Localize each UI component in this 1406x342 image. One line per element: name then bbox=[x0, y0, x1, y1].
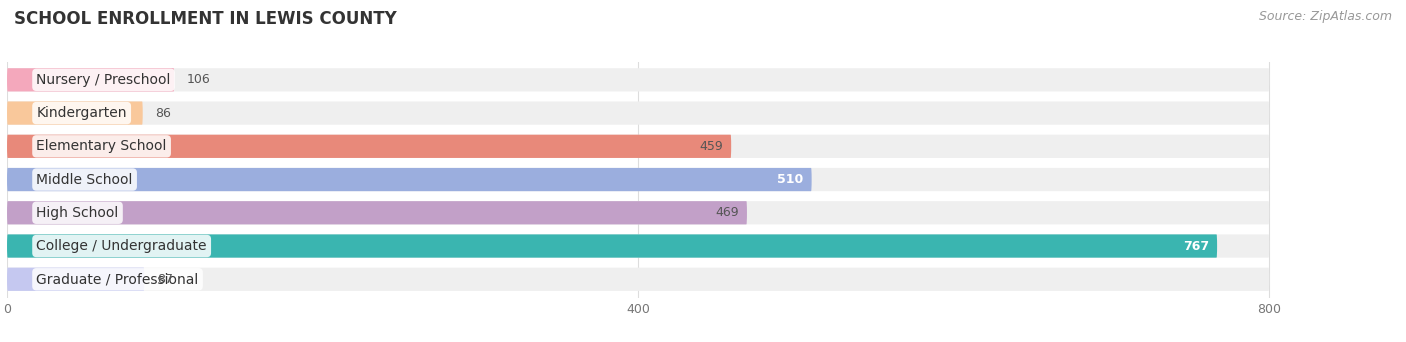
FancyBboxPatch shape bbox=[7, 268, 145, 291]
FancyBboxPatch shape bbox=[7, 201, 1270, 224]
Text: 87: 87 bbox=[157, 273, 173, 286]
Text: Nursery / Preschool: Nursery / Preschool bbox=[37, 73, 170, 87]
Text: Middle School: Middle School bbox=[37, 173, 132, 186]
FancyBboxPatch shape bbox=[7, 168, 1270, 191]
Text: 767: 767 bbox=[1182, 239, 1209, 252]
Text: Source: ZipAtlas.com: Source: ZipAtlas.com bbox=[1258, 10, 1392, 23]
FancyBboxPatch shape bbox=[7, 68, 174, 91]
Text: Kindergarten: Kindergarten bbox=[37, 106, 127, 120]
FancyBboxPatch shape bbox=[7, 168, 811, 191]
FancyBboxPatch shape bbox=[7, 234, 1270, 258]
FancyBboxPatch shape bbox=[7, 102, 1270, 125]
Text: Elementary School: Elementary School bbox=[37, 139, 167, 153]
FancyBboxPatch shape bbox=[7, 268, 1270, 291]
Text: 469: 469 bbox=[716, 206, 740, 219]
FancyBboxPatch shape bbox=[7, 68, 1270, 91]
Text: High School: High School bbox=[37, 206, 118, 220]
FancyBboxPatch shape bbox=[7, 135, 1270, 158]
FancyBboxPatch shape bbox=[7, 102, 143, 125]
Text: SCHOOL ENROLLMENT IN LEWIS COUNTY: SCHOOL ENROLLMENT IN LEWIS COUNTY bbox=[14, 10, 396, 28]
Text: 86: 86 bbox=[155, 107, 172, 120]
FancyBboxPatch shape bbox=[7, 201, 747, 224]
FancyBboxPatch shape bbox=[7, 135, 731, 158]
Text: 459: 459 bbox=[700, 140, 723, 153]
Text: 510: 510 bbox=[778, 173, 804, 186]
Text: 106: 106 bbox=[187, 73, 211, 86]
Text: College / Undergraduate: College / Undergraduate bbox=[37, 239, 207, 253]
FancyBboxPatch shape bbox=[7, 234, 1218, 258]
Text: Graduate / Professional: Graduate / Professional bbox=[37, 272, 198, 286]
